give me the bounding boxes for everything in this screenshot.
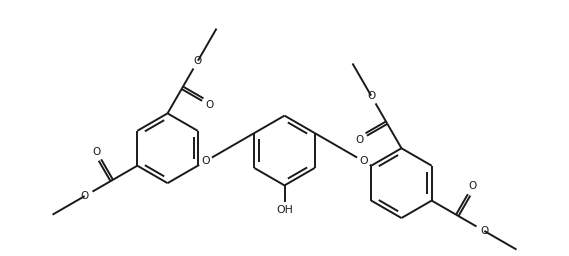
Text: O: O <box>367 91 375 101</box>
Text: O: O <box>194 56 202 66</box>
Text: O: O <box>355 135 363 145</box>
Text: O: O <box>201 156 210 166</box>
Text: O: O <box>206 100 214 110</box>
Text: O: O <box>93 146 101 156</box>
Text: OH: OH <box>276 205 293 215</box>
Text: O: O <box>81 191 89 201</box>
Text: O: O <box>468 182 476 191</box>
Text: O: O <box>359 156 368 166</box>
Text: O: O <box>480 226 488 236</box>
